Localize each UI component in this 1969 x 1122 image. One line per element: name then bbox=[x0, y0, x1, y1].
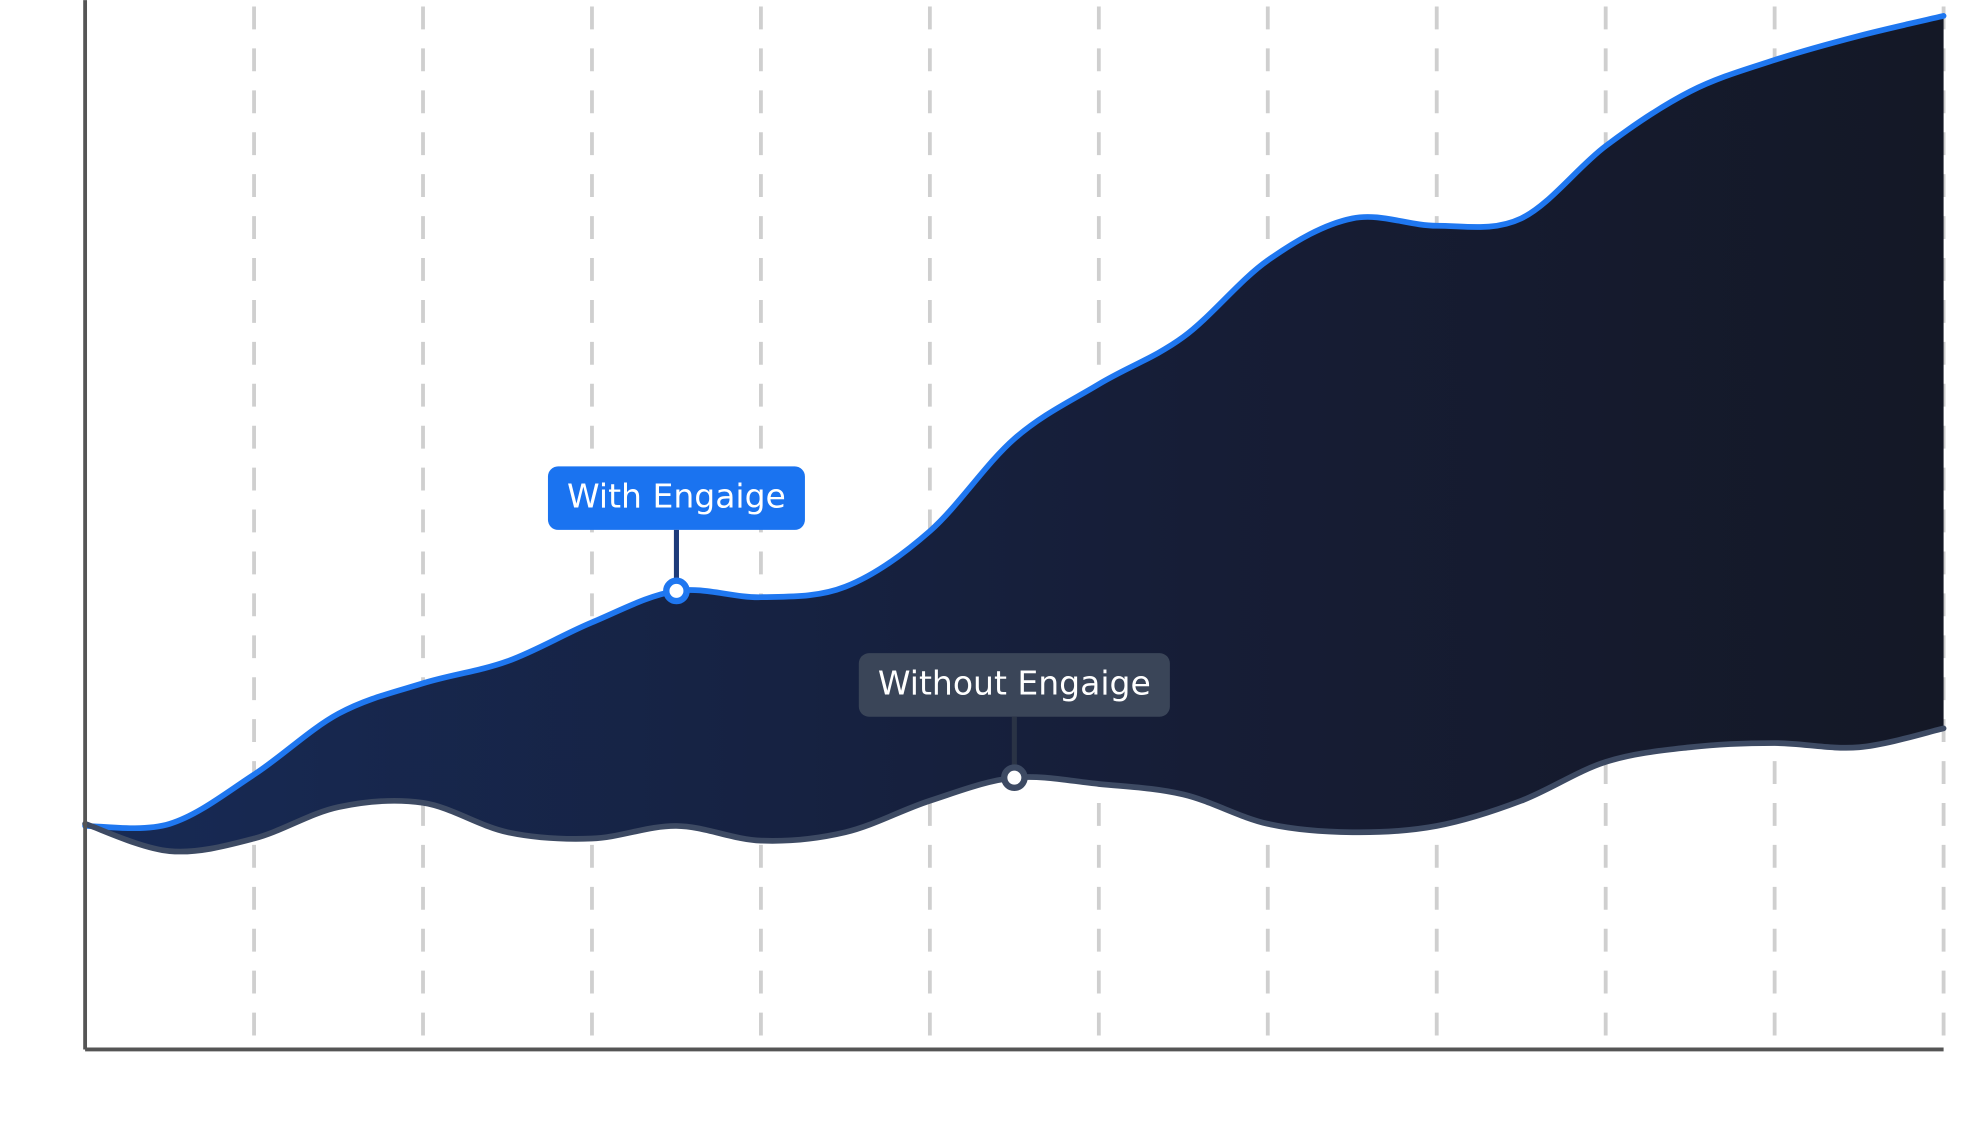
series-line bbox=[82, 13, 1947, 832]
annotation: Without Engaige bbox=[858, 653, 1170, 717]
annotation-label: Without Engaige bbox=[878, 663, 1151, 702]
annotation: With Engaige bbox=[547, 466, 805, 530]
annotation-box bbox=[547, 466, 805, 530]
data-point bbox=[1001, 764, 1028, 792]
data-point bbox=[663, 577, 690, 605]
annotation-label: With Engaige bbox=[567, 477, 786, 516]
annotation-box bbox=[858, 653, 1170, 717]
